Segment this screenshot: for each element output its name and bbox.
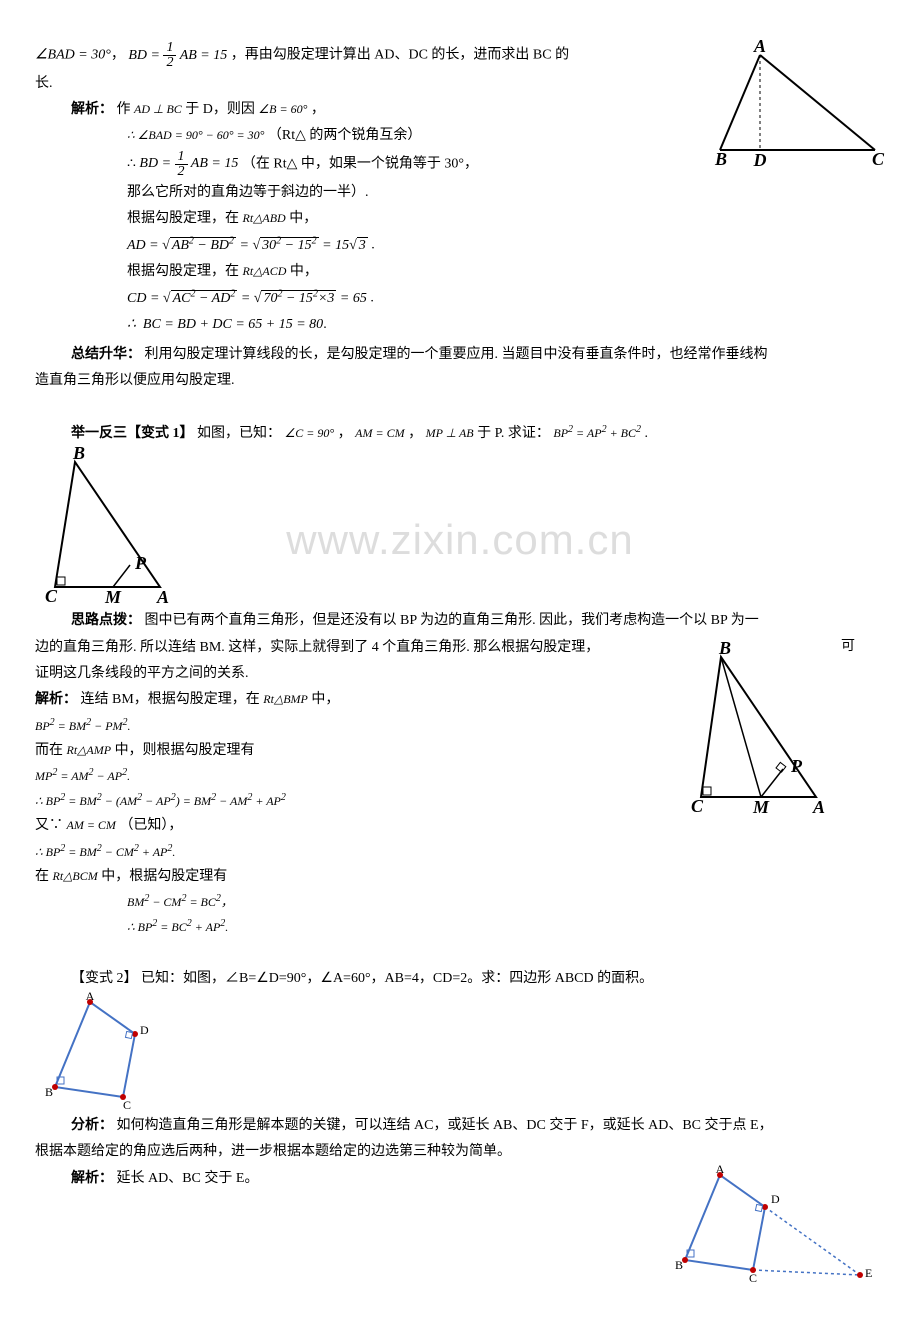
sol-s5: ∴ BP2 = BM2 − (AM2 − AP2) = BM2 − AM2 + … <box>35 789 681 813</box>
svg-text:B: B <box>718 642 731 658</box>
var1-prefix: 举一反三【变式 1】 <box>71 426 194 441</box>
svg-text:P: P <box>790 756 803 776</box>
a-l5a: 根据勾股定理，在 <box>127 211 239 226</box>
a-l3a: ∴ <box>127 156 136 171</box>
svg-text:M: M <box>752 797 770 817</box>
a-l2a: ∴ ∠BAD = 90° − 60° = 30° <box>127 128 264 142</box>
sol-s8c: 中，根据勾股定理有 <box>101 869 227 884</box>
svg-text:A: A <box>716 1165 725 1176</box>
figure-triangle-2b: 可 B P C M A <box>681 634 885 822</box>
sol2-label: 解析： <box>71 1171 113 1186</box>
a-l6: AD = AB2 − BD2 = 302 − 152 = 153 <box>127 238 371 253</box>
a-l5c: 中， <box>289 211 317 226</box>
a-l7a: 根据勾股定理，在 <box>127 264 239 279</box>
svg-text:E: E <box>865 1266 872 1280</box>
intro-tail: ，再由勾股定理计算出 AD、DC 的长，进而求出 BC 的 <box>231 48 569 63</box>
svg-text:D: D <box>140 1023 149 1037</box>
sol-s3a: 而在 <box>35 743 63 758</box>
var1-m1: ∠C = 90° <box>285 426 335 440</box>
hint-t1: 图中已有两个直角三角形，但是还没有以 BP 为边的直角三角形. 因此，我们考虑构… <box>145 613 759 628</box>
sol-s1b: Rt△BMP <box>263 692 308 706</box>
svg-text:D: D <box>753 150 767 170</box>
hint-t2b: 可 <box>841 634 855 659</box>
intro-tail2: 长. <box>35 71 705 96</box>
svg-text:B: B <box>45 1085 53 1099</box>
a-l1b: AD ⊥ BC <box>134 102 182 116</box>
summary-t1: 利用勾股定理计算线段的长，是勾股定理的一个重要应用. 当题目中没有垂直条件时，也… <box>145 347 768 362</box>
hint-label: 思路点拨： <box>71 613 141 628</box>
a-l3c: （在 Rt△ 中，如果一个锐角等于 30°， <box>242 156 478 171</box>
var1-s2: ， <box>408 426 422 441</box>
var1-m2: AM = CM <box>355 426 404 440</box>
sol-s2: BP2 = BM2 − PM2. <box>35 714 681 738</box>
svg-text:C: C <box>123 1098 131 1112</box>
svg-text:C: C <box>872 149 885 169</box>
var1-m3b: 于 P. <box>477 426 504 441</box>
a-l4: 那么它所对的直角边等于斜边的一半）. <box>35 180 705 205</box>
sol-s10: ∴ BP2 = BC2 + AP2. <box>35 915 681 939</box>
var2-prefix: 【变式 2】 <box>71 971 138 986</box>
svg-text:B: B <box>72 447 85 463</box>
var1-tail: 求证： <box>508 426 550 441</box>
svg-text:P: P <box>134 553 147 573</box>
a-l1d: ∠B = 60° <box>258 102 307 116</box>
sol-s6c: （已知）， <box>119 818 182 833</box>
hint-t3: 证明这几条线段的平方之间的关系. <box>35 661 681 686</box>
a-l1a: 作 <box>117 102 131 117</box>
sol-s3c: 中，则根据勾股定理有 <box>115 743 255 758</box>
sol-s8a: 在 <box>35 869 49 884</box>
hint-t2a: 边的直角三角形. 所以连结 BM. 这样，实际上就得到了 4 个直角三角形. 那… <box>35 640 599 655</box>
figure-triangle-2: B P C M A <box>35 447 885 607</box>
summary-label: 总结升华： <box>71 347 141 362</box>
a-l7b: Rt△ACD <box>243 264 287 278</box>
intro-math-2: BD = 12 AB = 15 <box>128 48 230 63</box>
figure-triangle-1: A B C D <box>705 40 885 170</box>
svg-text:B: B <box>675 1258 683 1272</box>
svg-text:M: M <box>104 587 122 607</box>
sol-s4: MP2 = AM2 − AP2. <box>35 764 681 788</box>
var2-text: 已知：如图，∠B=∠D=90°，∠A=60°，AB=4，CD=2。求：四边形 A… <box>141 971 653 986</box>
a-l8: CD = AC2 − AD2 = 702 − 152×3 = 65 <box>127 291 370 306</box>
svg-text:A: A <box>86 992 95 1003</box>
svg-text:D: D <box>771 1192 780 1206</box>
figure-quad-1: A B C D <box>35 992 885 1112</box>
sol-s1: 连结 BM，根据勾股定理，在 <box>81 692 260 707</box>
sol-label: 解析： <box>35 692 77 707</box>
svg-text:C: C <box>691 796 704 816</box>
a-l5b: Rt△ABD <box>243 211 286 225</box>
an2-t1: 如何构造直角三角形是解本题的关键，可以连结 AC，或延长 AB、DC 交于 F，… <box>117 1118 773 1133</box>
figure-quad-2: A B C D E <box>665 1165 885 1285</box>
svg-text:A: A <box>753 40 766 56</box>
sol-s8b: Rt△BCM <box>53 869 98 883</box>
svg-text:C: C <box>45 586 58 606</box>
a-l2b: （Rt△ 的两个锐角互余） <box>268 128 422 143</box>
svg-text:A: A <box>156 587 169 607</box>
a-l7c: 中， <box>290 264 318 279</box>
svg-text:B: B <box>714 149 727 169</box>
var1-s1: ， <box>338 426 352 441</box>
var1-m3: MP ⊥ AB <box>426 426 474 440</box>
sol-s7: ∴ BP2 = BM2 − CM2 + AP2. <box>35 840 681 864</box>
sol-s3b: Rt△AMP <box>67 743 112 757</box>
sol-s6a: 又∵ <box>35 818 63 833</box>
a-l3b: BD = 12 AB = 15 <box>139 156 241 171</box>
summary-t2: 造直角三角形以便应用勾股定理. <box>35 368 885 393</box>
svg-text:A: A <box>812 797 825 817</box>
svg-text:C: C <box>749 1271 757 1285</box>
sol-s9: BM2 − CM2 = BC2， <box>35 890 681 914</box>
intro-math-1: ∠BAD = 30° <box>35 48 111 63</box>
sol2-text: 延长 AD、BC 交于 E。 <box>117 1171 259 1186</box>
var1-body: 如图，已知： <box>197 426 281 441</box>
an2-t2: 根据本题给定的角应选后两种，进一步根据本题给定的边选第三种较为简单。 <box>35 1139 885 1164</box>
a-l1c: 于 D，则因 <box>185 102 255 117</box>
analysis-label: 解析： <box>71 102 113 117</box>
an2-label: 分析： <box>71 1118 113 1133</box>
var1-m4: BP2 = AP2 + BC2 <box>553 426 641 440</box>
a-l1e: ， <box>311 102 325 117</box>
sol-s1c: 中， <box>311 692 339 707</box>
var1-end: . <box>645 426 649 441</box>
a-l9: ∴ BC = BD + DC = 65 + 15 = 80 <box>127 317 323 332</box>
sol-s6b: AM = CM <box>67 818 116 832</box>
